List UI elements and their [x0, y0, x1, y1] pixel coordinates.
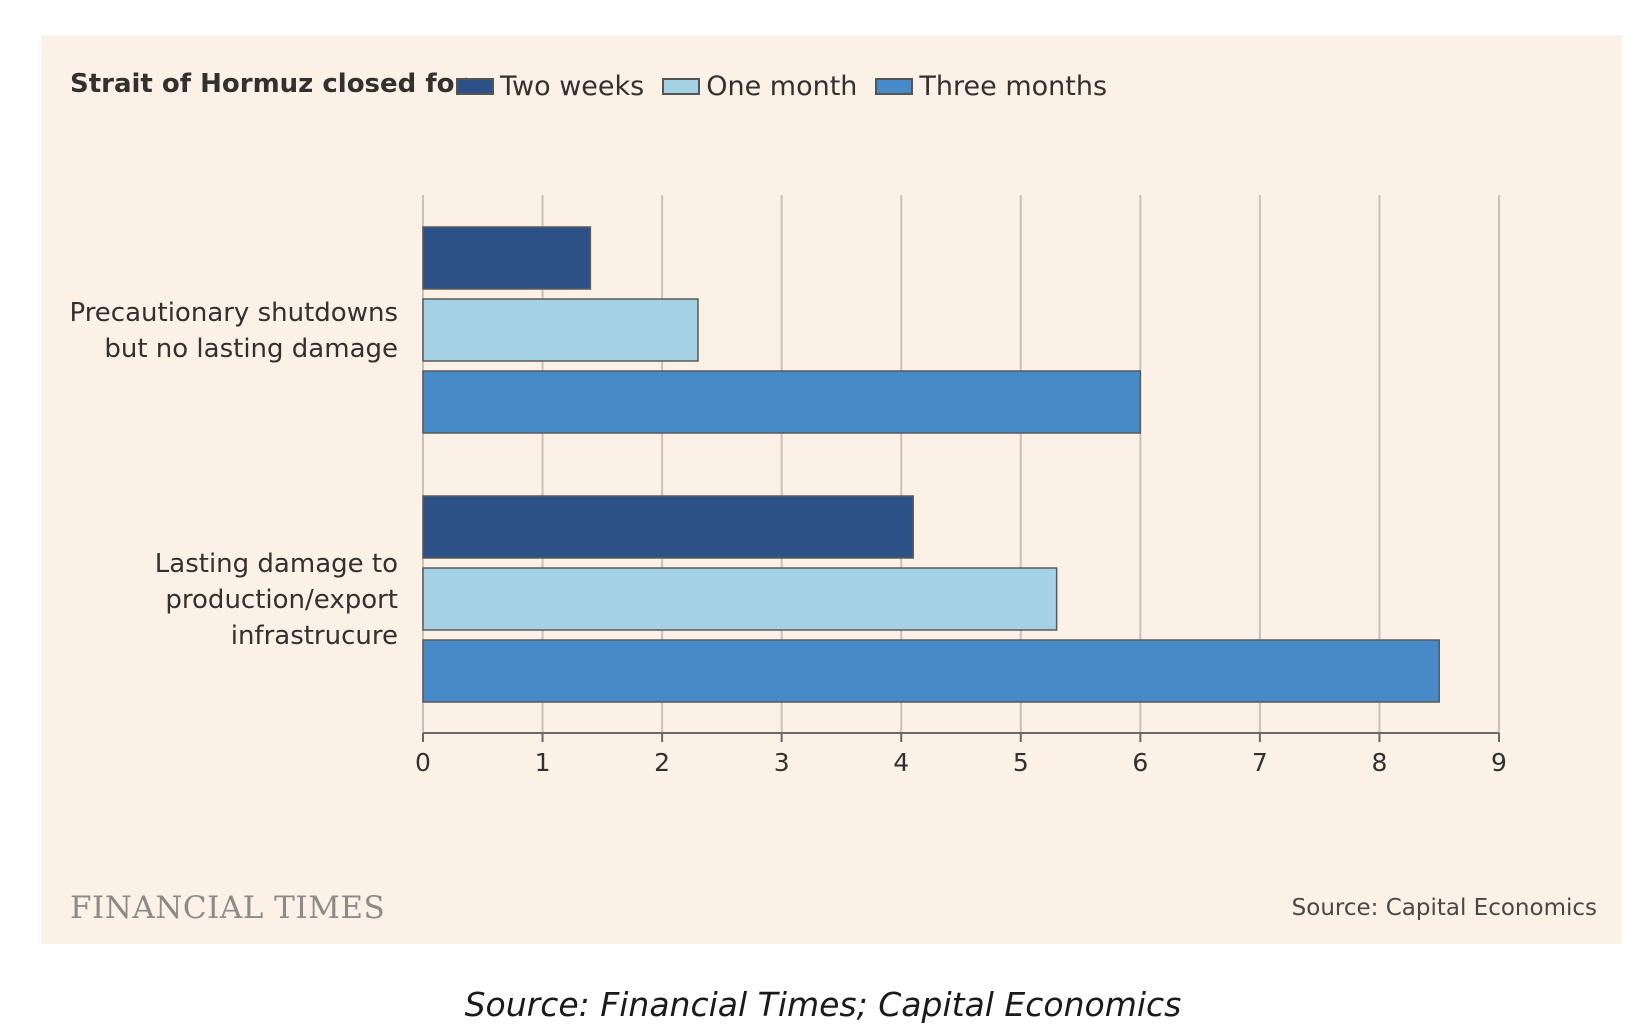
- x-tick-label: 7: [1252, 748, 1268, 777]
- category-label: Lasting damage to: [155, 549, 398, 579]
- x-tick-label: 4: [893, 748, 909, 777]
- ft-logo: FINANCIAL TIMES: [70, 890, 386, 926]
- category-label: production/export: [165, 585, 398, 615]
- category-label: Precautionary shutdowns: [69, 298, 398, 328]
- chart-source: Source: Capital Economics: [1291, 895, 1597, 921]
- bar-two-weeks: [422, 495, 914, 559]
- legend-label: Three months: [919, 71, 1108, 102]
- chart-panel: Strait of Hormuz closed for Two weeks On…: [41, 35, 1622, 944]
- x-tick-label: 8: [1371, 748, 1387, 777]
- legend-title: Strait of Hormuz closed for: [70, 69, 468, 99]
- figure-caption: Source: Financial Times; Capital Economi…: [464, 985, 1182, 1024]
- x-tick-label: 6: [1132, 748, 1148, 777]
- bar-three-months: [422, 370, 1142, 434]
- bar-three-months: [422, 639, 1440, 703]
- legend-label: One month: [706, 71, 858, 102]
- x-tick-label: 9: [1491, 748, 1507, 777]
- x-tick-label: 3: [774, 748, 790, 777]
- bar-one-month: [422, 298, 699, 362]
- category-label: but no lasting damage: [104, 334, 398, 364]
- legend-label: Two weeks: [500, 71, 645, 102]
- legend-item-one-month: One month: [662, 71, 857, 102]
- x-tick-label: 2: [654, 748, 670, 777]
- legend-swatch: [875, 78, 914, 95]
- bar-chart: Precautionary shutdowns but no lasting da…: [69, 195, 1507, 777]
- bar-one-month: [422, 567, 1058, 631]
- legend-item-three-months: Three months: [875, 71, 1107, 102]
- category-label: infrastrucure: [231, 621, 398, 651]
- legend-swatch: [662, 78, 701, 95]
- x-tick-label: 0: [415, 748, 431, 777]
- legend-item-two-weeks: Two weeks: [456, 71, 644, 102]
- x-tick-label: 1: [535, 748, 551, 777]
- bar-two-weeks: [422, 226, 592, 290]
- legend: Two weeks One month Three months: [456, 71, 1125, 102]
- x-tick-label: 5: [1013, 748, 1029, 777]
- legend-swatch: [456, 78, 494, 95]
